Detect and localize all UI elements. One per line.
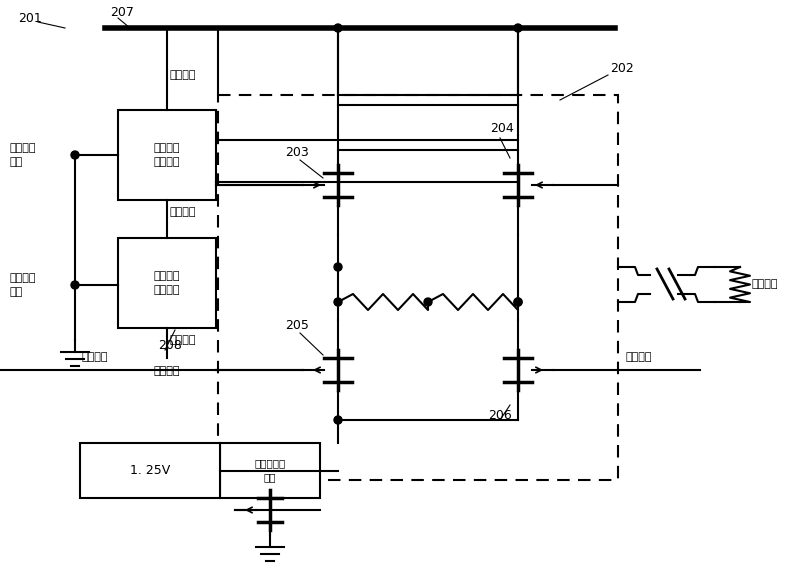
Text: 第二偏置
电压: 第二偏置 电压 bbox=[10, 273, 37, 296]
Text: 第二信号: 第二信号 bbox=[82, 352, 109, 362]
Text: 205: 205 bbox=[285, 319, 309, 332]
Text: 206: 206 bbox=[488, 409, 512, 422]
Text: 第一选择
输入模块: 第一选择 输入模块 bbox=[154, 143, 180, 167]
Text: 208: 208 bbox=[158, 339, 182, 352]
Text: 203: 203 bbox=[285, 146, 309, 159]
Text: 第一信号: 第一信号 bbox=[170, 207, 197, 217]
Text: 207: 207 bbox=[110, 6, 134, 19]
Text: 第二信号: 第二信号 bbox=[170, 335, 197, 345]
Circle shape bbox=[514, 298, 522, 306]
Text: 第一信号: 第一信号 bbox=[625, 352, 651, 362]
Text: 202: 202 bbox=[610, 61, 634, 75]
Text: 204: 204 bbox=[490, 122, 514, 134]
Text: 1. 25V: 1. 25V bbox=[130, 464, 170, 477]
Bar bbox=[80, 443, 220, 498]
Text: 第二选择
输入模块: 第二选择 输入模块 bbox=[154, 271, 180, 295]
Bar bbox=[218, 95, 618, 480]
Bar bbox=[118, 110, 216, 200]
Text: 201: 201 bbox=[18, 11, 42, 24]
Text: 共模负反馈
电路: 共模负反馈 电路 bbox=[254, 459, 286, 483]
Text: 外部负载: 外部负载 bbox=[752, 279, 778, 290]
Bar bbox=[220, 443, 320, 498]
Text: 第一偏置
电压: 第一偏置 电压 bbox=[10, 143, 37, 167]
Circle shape bbox=[334, 298, 342, 306]
Bar bbox=[118, 238, 216, 328]
Circle shape bbox=[71, 281, 79, 289]
Circle shape bbox=[334, 24, 342, 32]
Circle shape bbox=[514, 24, 522, 32]
Circle shape bbox=[334, 416, 342, 424]
Circle shape bbox=[71, 151, 79, 159]
Text: 第二信号: 第二信号 bbox=[170, 70, 197, 80]
Circle shape bbox=[514, 298, 522, 306]
Text: 第二信号: 第二信号 bbox=[154, 366, 180, 376]
Circle shape bbox=[334, 263, 342, 271]
Circle shape bbox=[424, 298, 432, 306]
